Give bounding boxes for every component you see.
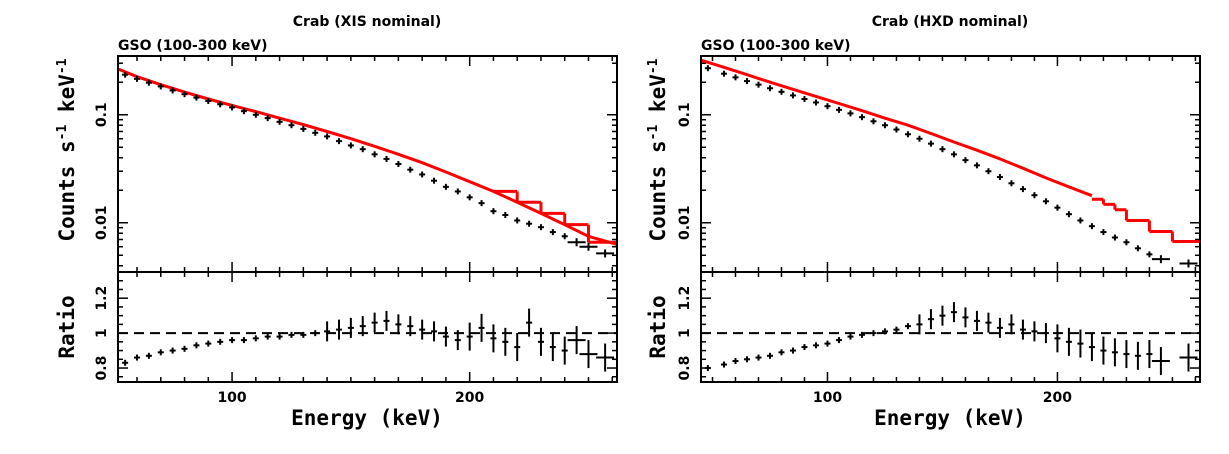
ratio-tick-label: 1 [94,328,110,338]
spectrum-plot-frame [117,55,618,273]
chart-title: Crab (HXD nominal) [872,14,1029,30]
x-tick-labels: 100 200 [217,390,484,406]
model-curve [700,58,1200,244]
ratio-tick-label: 1.2 [94,286,110,311]
ratio-tick-label: 0.8 [94,356,110,381]
ratio-plot-frame [700,271,1201,383]
ratio-tick-label: 1 [677,328,693,338]
model-line [700,58,1093,198]
x-axis-label: Energy (keV) [874,406,1026,430]
ratio-plot-frame [117,271,618,383]
ratio-axis-label: Ratio [55,295,79,358]
x-tick-label: 100 [813,390,842,406]
chart-title: Crab (XIS nominal) [293,14,441,30]
ratio-tick-labels: 0.8 1 1.2 [94,286,110,381]
y-tick-label: 0.01 [677,205,693,240]
ratio-points [118,308,617,372]
y-axis-label: Counts s-1 keV-1 [646,58,670,241]
chart-subtitle: GSO (100-300 keV) [701,38,851,54]
data-points [704,65,1198,268]
spectrum-plot-frame [700,55,1201,273]
ratio-tick-label: 0.8 [677,356,693,381]
x-tick-label: 200 [1043,390,1072,406]
model-line [117,67,618,246]
chart-panel-hxd: Crab (HXD nominal) GSO (100-300 keV) Cou… [646,14,1201,430]
chart-subtitle: GSO (100-300 keV) [118,38,268,54]
chart-panel-xis: Crab (XIS nominal) GSO (100-300 keV) Cou… [55,14,618,430]
x-axis-label: Energy (keV) [291,406,443,430]
ratio-axis-label: Ratio [646,295,670,358]
y-tick-labels: 0.1 0.01 [677,102,693,240]
x-tick-label: 100 [217,390,246,406]
y-tick-label: 0.01 [94,205,110,240]
y-axis-label: Counts s-1 keV-1 [55,58,79,241]
y-tick-label: 0.1 [94,102,110,127]
x-tick-label: 200 [455,390,484,406]
ratio-tick-labels: 0.8 1 1.2 [677,286,693,381]
y-tick-label: 0.1 [677,102,693,127]
data-points [122,71,615,258]
x-tick-labels: 100 200 [813,390,1072,406]
ratio-tick-label: 1.2 [677,286,693,311]
y-tick-labels: 0.1 0.01 [94,102,110,240]
ratio-points [701,302,1200,376]
model-curve [117,67,618,246]
